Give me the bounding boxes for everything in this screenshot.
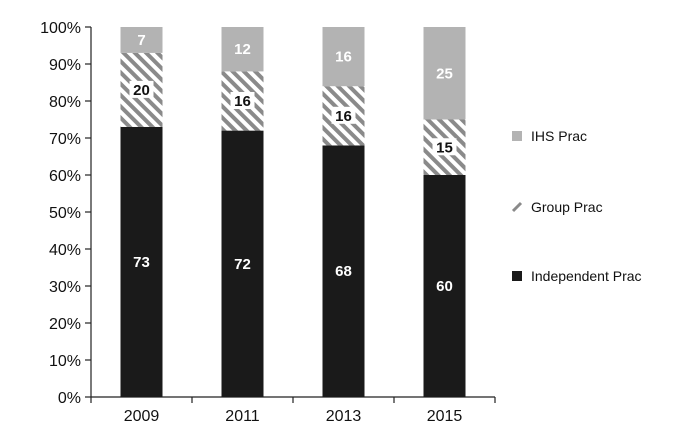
x-tick-label: 2011 — [225, 408, 260, 425]
label-background — [129, 80, 154, 98]
data-label-independent-prac-2013: 68 — [335, 263, 352, 280]
bar-segment-ihs-prac-2013 — [322, 27, 365, 87]
bar-segment-independent-prac-2013 — [322, 145, 365, 397]
y-tick-label: 90% — [49, 57, 81, 74]
y-tick-label: 10% — [49, 353, 81, 370]
label-background — [331, 106, 356, 124]
data-label-ihs-prac-2009: 7 — [137, 32, 145, 49]
data-label-ihs-prac-2013: 16 — [335, 49, 352, 66]
data-label-independent-prac-2011: 72 — [234, 256, 251, 273]
label-background — [432, 138, 457, 156]
x-tick-label: 2013 — [326, 408, 362, 425]
bar-segment-independent-prac-2009 — [120, 126, 163, 398]
data-label-group-prac-2013: 16 — [335, 108, 352, 125]
y-tick-label: 30% — [49, 279, 81, 296]
data-label-independent-prac-2009: 73 — [133, 254, 150, 271]
x-tick-label: 2009 — [124, 408, 160, 425]
data-label-group-prac-2009: 20 — [133, 82, 150, 99]
legend-label-independent-prac: Independent Prac — [531, 268, 642, 284]
bar-segment-ihs-prac-2015 — [423, 27, 466, 120]
y-tick-label: 80% — [49, 94, 81, 111]
bars: 73 20 7 72 16 12 68 16 16 60 15 25 — [120, 27, 466, 398]
legend-swatch-group-prac — [511, 201, 523, 213]
data-label-ihs-prac-2015: 25 — [436, 65, 453, 82]
legend-label-ihs-prac: IHS Prac — [531, 128, 587, 144]
legend-label-group-prac: Group Prac — [531, 199, 603, 215]
y-tick-label: 0% — [58, 390, 81, 407]
y-tick-label: 100% — [40, 20, 81, 37]
y-tick-label: 40% — [49, 242, 81, 259]
x-tick-label: 2015 — [427, 408, 463, 425]
bar-segment-ihs-prac-2009 — [120, 27, 163, 53]
data-label-independent-prac-2015: 60 — [436, 278, 453, 295]
label-background — [230, 92, 255, 109]
bar-segment-independent-prac-2011 — [221, 130, 264, 397]
legend: IHS Prac Group Prac Independent Prac — [511, 128, 642, 284]
legend-swatch-independent-prac — [512, 271, 522, 281]
y-tick-label: 20% — [49, 316, 81, 333]
data-label-group-prac-2011: 16 — [234, 93, 251, 110]
bar-segment-independent-prac-2015 — [423, 175, 466, 397]
legend-swatch-ihs-prac — [512, 131, 522, 141]
data-label-group-prac-2015: 15 — [436, 139, 453, 156]
bar-segment-ihs-prac-2011 — [221, 27, 264, 72]
y-tick-label: 70% — [49, 131, 81, 148]
data-label-ihs-prac-2011: 12 — [234, 41, 251, 58]
y-tick-label: 60% — [49, 168, 81, 185]
axes: 0%10%20%30%40%50%60%70%80%90%100%2009 201… — [40, 20, 496, 425]
y-tick-label: 50% — [49, 205, 81, 222]
